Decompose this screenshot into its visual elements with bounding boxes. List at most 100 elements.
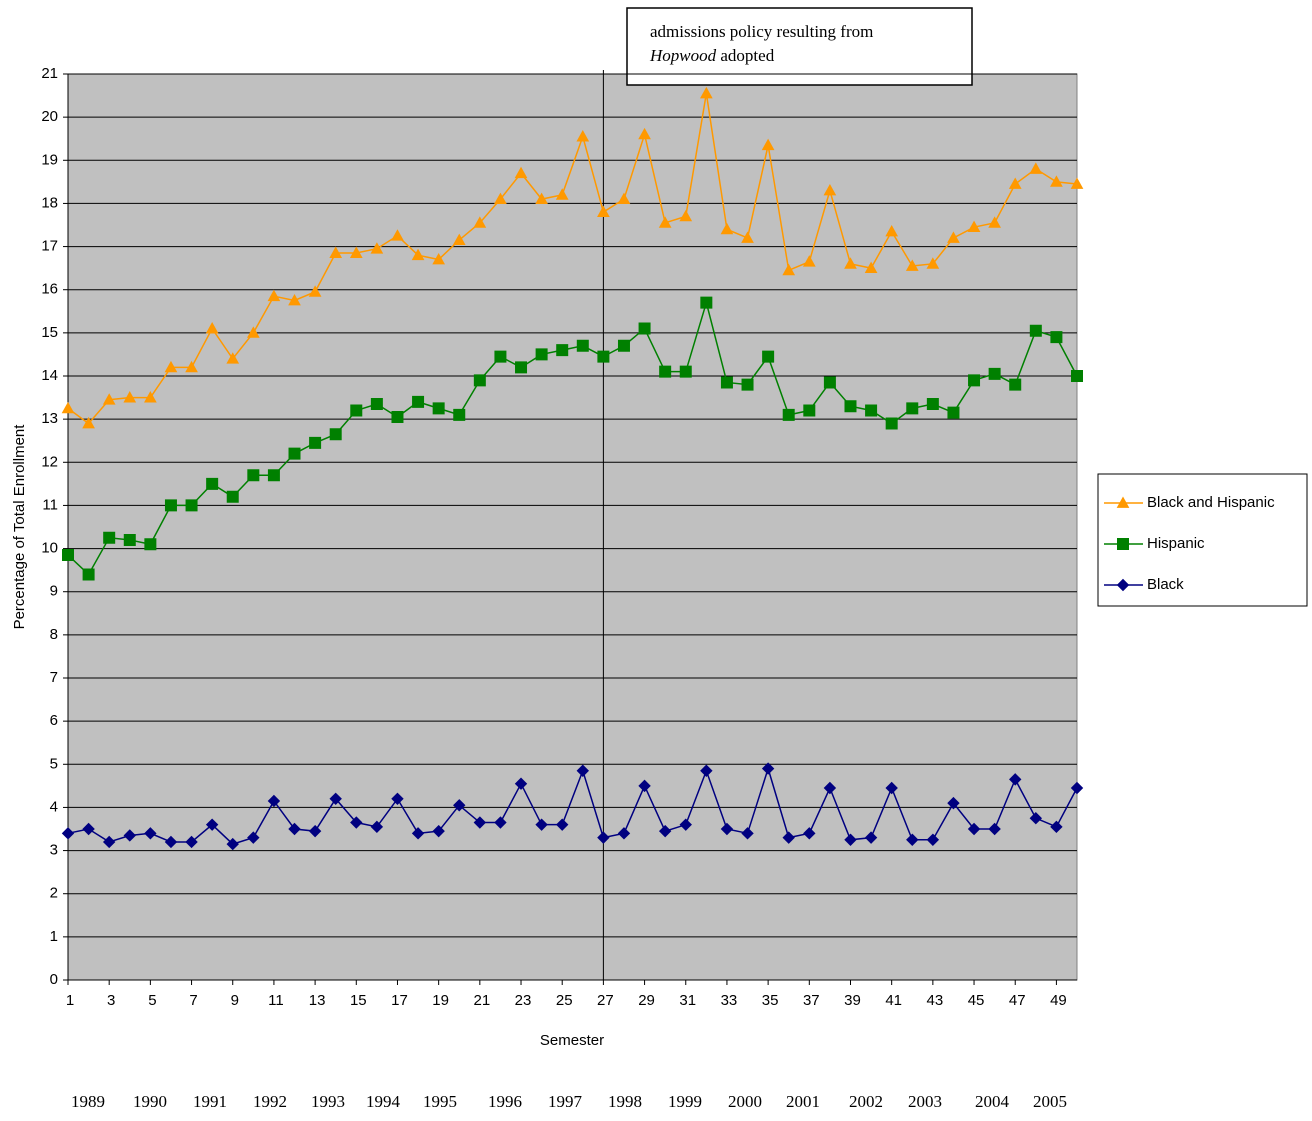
marker bbox=[576, 339, 589, 352]
marker bbox=[988, 822, 1001, 836]
year-label: 2005 bbox=[1033, 1092, 1067, 1111]
marker bbox=[988, 216, 1001, 228]
marker bbox=[144, 538, 157, 551]
marker bbox=[473, 216, 487, 228]
y-tick-label: 15 bbox=[41, 324, 58, 341]
marker bbox=[741, 231, 754, 243]
x-tick-label: 25 bbox=[556, 992, 573, 1009]
marker bbox=[926, 398, 939, 411]
year-label: 1991 bbox=[193, 1092, 227, 1111]
marker bbox=[123, 533, 136, 546]
marker bbox=[906, 833, 919, 846]
y-tick-label: 20 bbox=[41, 108, 58, 125]
marker bbox=[61, 401, 75, 414]
x-tick-label: 41 bbox=[885, 992, 902, 1009]
marker bbox=[1029, 812, 1043, 825]
marker bbox=[700, 296, 713, 309]
marker bbox=[1116, 578, 1130, 592]
marker bbox=[432, 402, 445, 415]
marker bbox=[1070, 177, 1084, 189]
marker bbox=[185, 360, 198, 373]
marker bbox=[597, 205, 610, 217]
year-label: 2003 bbox=[908, 1092, 942, 1111]
marker bbox=[967, 822, 981, 836]
y-tick-label: 12 bbox=[41, 453, 58, 470]
marker bbox=[576, 130, 590, 142]
marker bbox=[267, 469, 280, 482]
y-tick-label: 0 bbox=[50, 971, 58, 988]
year-label: 1996 bbox=[488, 1092, 522, 1111]
y-tick-label: 17 bbox=[41, 238, 58, 255]
marker bbox=[350, 404, 363, 417]
marker bbox=[823, 376, 836, 389]
marker bbox=[103, 531, 116, 544]
marker bbox=[370, 398, 383, 411]
marker bbox=[432, 824, 445, 838]
legend-label: Black and Hispanic bbox=[1147, 494, 1275, 511]
marker bbox=[205, 818, 219, 831]
marker bbox=[659, 365, 672, 378]
marker bbox=[411, 827, 425, 840]
y-tick-label: 2 bbox=[50, 885, 58, 902]
marker bbox=[844, 833, 857, 846]
marker bbox=[62, 549, 74, 562]
marker bbox=[494, 192, 507, 205]
year-label: 1993 bbox=[311, 1092, 345, 1111]
x-tick-label: 27 bbox=[597, 992, 614, 1009]
x-tick-label: 1 bbox=[66, 992, 74, 1009]
marker bbox=[144, 827, 157, 840]
marker bbox=[576, 764, 590, 777]
marker bbox=[350, 816, 363, 829]
marker bbox=[782, 263, 796, 276]
marker bbox=[555, 188, 569, 200]
marker bbox=[803, 827, 816, 840]
marker bbox=[1117, 538, 1129, 550]
marker bbox=[370, 242, 384, 254]
marker bbox=[288, 293, 301, 306]
marker bbox=[432, 252, 446, 265]
marker bbox=[905, 259, 919, 271]
marker bbox=[288, 822, 301, 836]
plot-area bbox=[67, 73, 1078, 981]
marker bbox=[247, 831, 260, 844]
year-label: 1989 bbox=[71, 1092, 105, 1111]
marker bbox=[885, 417, 898, 430]
marker bbox=[1029, 324, 1042, 337]
marker bbox=[679, 818, 692, 831]
marker bbox=[391, 792, 404, 806]
marker bbox=[844, 400, 857, 413]
marker bbox=[535, 818, 548, 831]
x-tick-label: 39 bbox=[844, 992, 861, 1009]
x-tick-label: 19 bbox=[432, 992, 449, 1009]
marker bbox=[1009, 378, 1022, 391]
marker bbox=[494, 350, 507, 363]
year-label: 1999 bbox=[668, 1092, 702, 1111]
marker bbox=[1008, 177, 1022, 189]
marker bbox=[309, 436, 322, 449]
x-axis-label: Semester bbox=[540, 1032, 604, 1049]
marker bbox=[782, 408, 795, 421]
year-label: 1997 bbox=[548, 1092, 583, 1111]
y-tick-label: 8 bbox=[50, 626, 58, 643]
marker bbox=[144, 391, 157, 403]
x-tick-label: 29 bbox=[638, 992, 655, 1009]
marker bbox=[391, 410, 404, 423]
marker bbox=[515, 361, 528, 374]
marker bbox=[1050, 175, 1063, 187]
year-label: 2004 bbox=[975, 1092, 1010, 1111]
marker bbox=[741, 827, 754, 840]
marker bbox=[1050, 331, 1063, 344]
marker bbox=[205, 322, 219, 334]
marker bbox=[926, 833, 940, 846]
marker bbox=[638, 779, 651, 793]
marker bbox=[823, 183, 837, 196]
marker bbox=[61, 827, 75, 840]
marker bbox=[906, 402, 919, 415]
marker bbox=[308, 285, 322, 297]
x-tick-label: 5 bbox=[148, 992, 156, 1009]
marker bbox=[762, 350, 775, 363]
x-tick-label: 35 bbox=[762, 992, 779, 1009]
marker bbox=[164, 835, 178, 849]
x-tick-label: 43 bbox=[927, 992, 944, 1009]
y-tick-label: 18 bbox=[41, 194, 58, 211]
